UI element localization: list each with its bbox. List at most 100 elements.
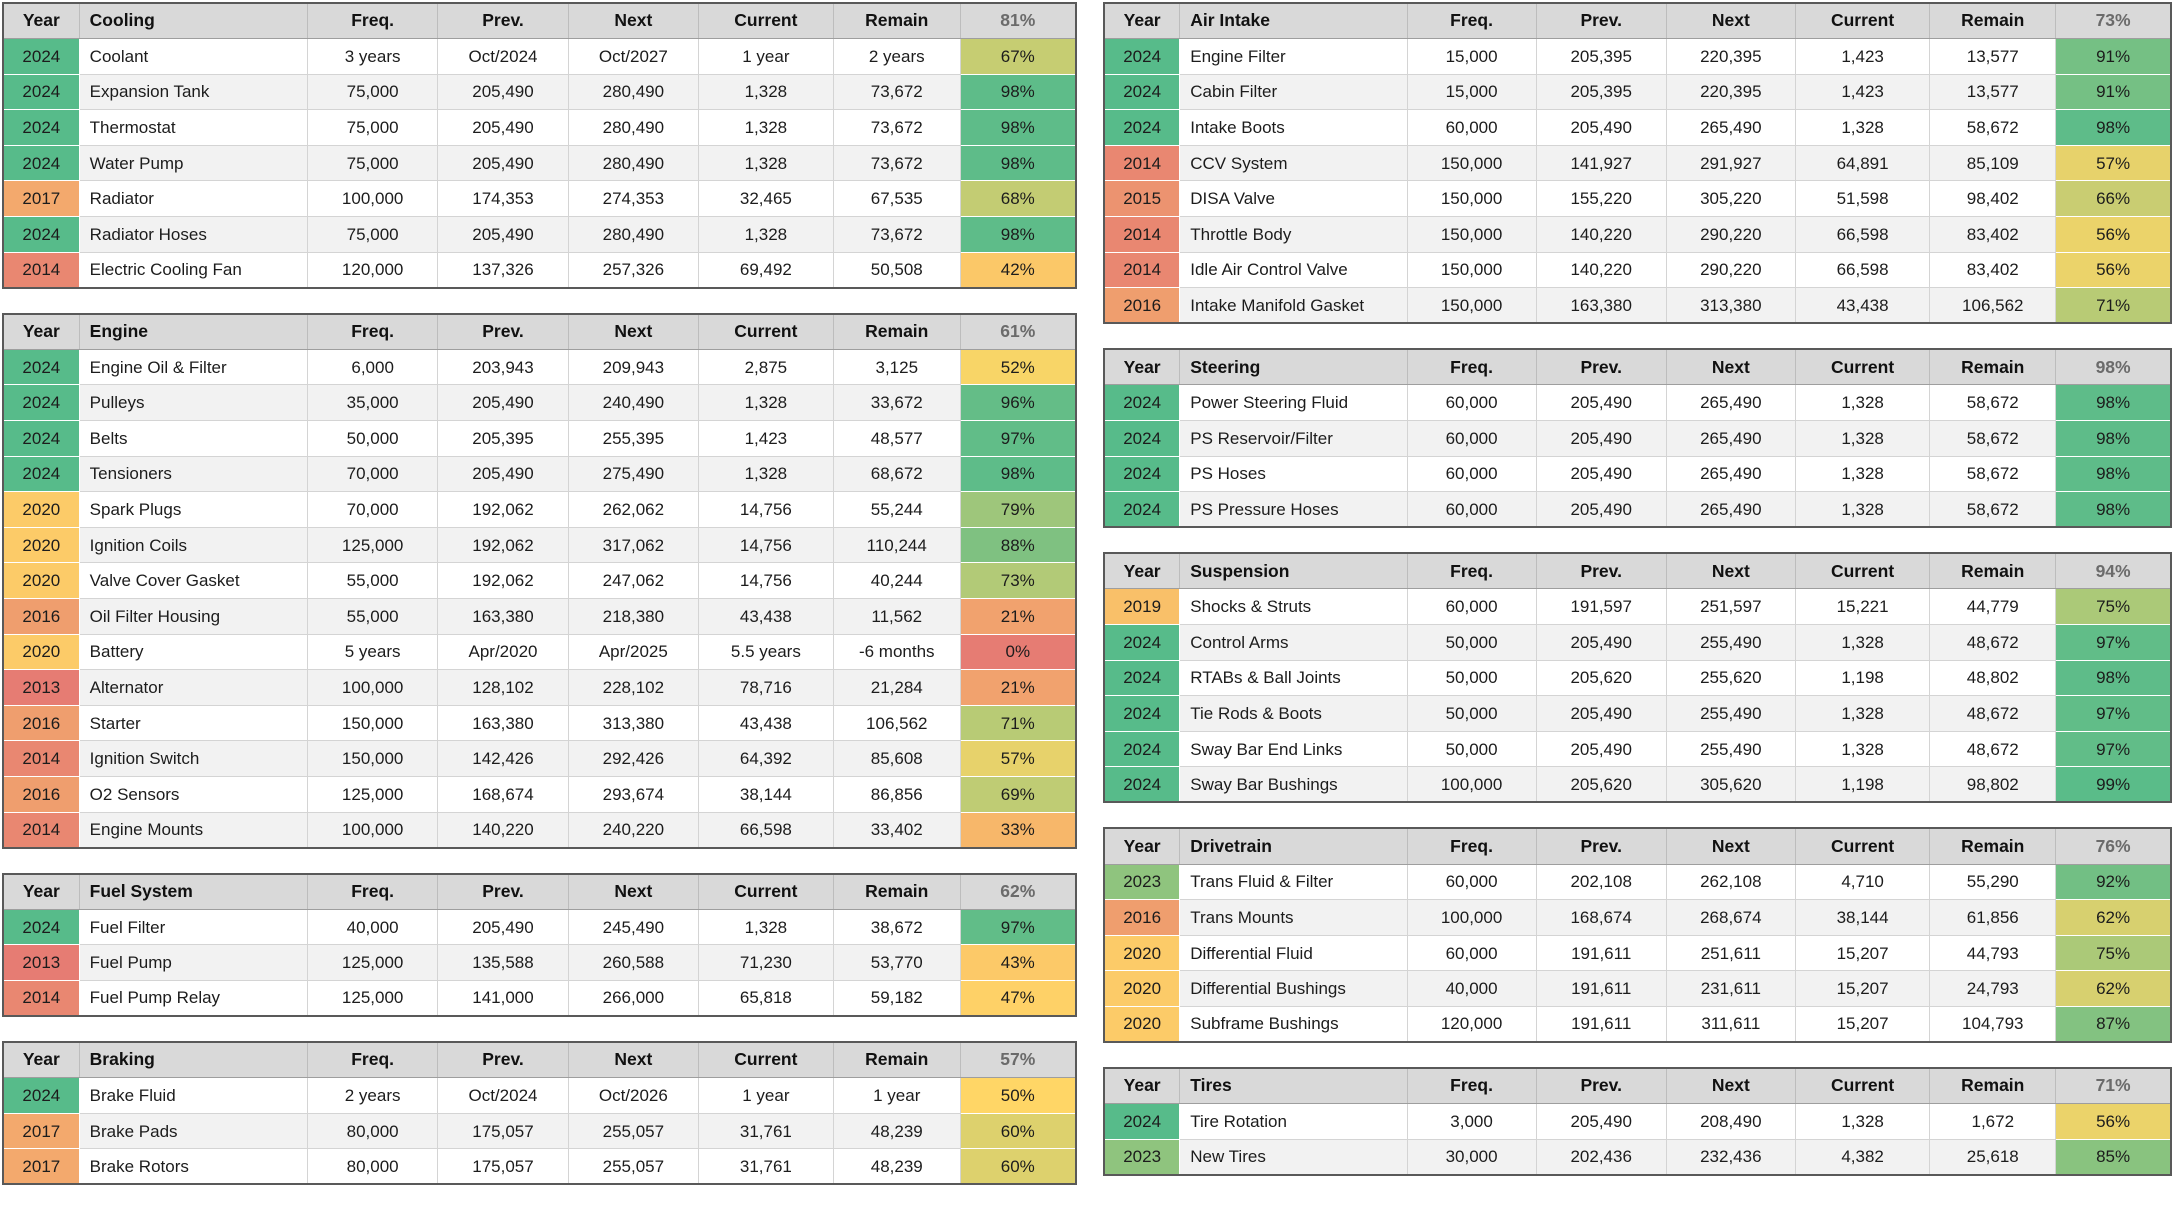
cell-current[interactable]: 1,198 xyxy=(1794,766,1931,803)
cell-item[interactable]: Sway Bar End Links xyxy=(1179,730,1408,768)
cell-freq[interactable]: 6,000 xyxy=(307,348,439,386)
header-section-percent[interactable]: 76% xyxy=(2055,827,2172,865)
cell-remain[interactable]: 2 years xyxy=(832,38,961,75)
cell-next[interactable]: 317,062 xyxy=(567,526,699,564)
cell-next[interactable]: 265,490 xyxy=(1665,420,1796,457)
cell-next[interactable]: 220,395 xyxy=(1665,38,1796,75)
cell-current[interactable]: 38,144 xyxy=(1794,899,1931,936)
cell-current[interactable]: 64,891 xyxy=(1794,144,1931,182)
cell-freq[interactable]: 60,000 xyxy=(1406,384,1537,422)
cell-prev[interactable]: 168,674 xyxy=(1535,899,1667,936)
cell-percent[interactable]: 98% xyxy=(2055,384,2172,422)
cell-percent[interactable]: 60% xyxy=(959,1148,1077,1185)
cell-year[interactable]: 2024 xyxy=(2,348,80,386)
cell-prev[interactable]: 205,395 xyxy=(1535,38,1667,75)
cell-year[interactable]: 2014 xyxy=(1103,144,1181,182)
cell-remain[interactable]: -6 months xyxy=(832,633,961,671)
cell-next[interactable]: 262,062 xyxy=(567,491,699,528)
cell-percent[interactable]: 57% xyxy=(2055,144,2172,182)
cell-current[interactable]: 14,756 xyxy=(697,491,834,528)
cell-current[interactable]: 14,756 xyxy=(697,562,834,599)
header-freq[interactable]: Freq. xyxy=(1406,348,1537,386)
header-prev[interactable]: Prev. xyxy=(437,2,569,40)
cell-remain[interactable]: 48,239 xyxy=(832,1148,961,1185)
cell-prev[interactable]: 142,426 xyxy=(437,740,569,777)
cell-item[interactable]: Fuel Pump xyxy=(78,944,309,981)
cell-freq[interactable]: 3 years xyxy=(307,38,439,75)
cell-prev[interactable]: 191,597 xyxy=(1535,588,1667,625)
cell-current[interactable]: 2,875 xyxy=(697,348,834,386)
cell-next[interactable]: 291,927 xyxy=(1665,144,1796,182)
cell-freq[interactable]: 75,000 xyxy=(307,109,439,146)
cell-next[interactable]: 245,490 xyxy=(567,908,699,946)
cell-year[interactable]: 2024 xyxy=(1103,1103,1181,1140)
cell-year[interactable]: 2017 xyxy=(2,1148,80,1185)
cell-current[interactable]: 1,328 xyxy=(1794,420,1931,457)
cell-item[interactable]: PS Hoses xyxy=(1179,455,1408,493)
cell-percent[interactable]: 69% xyxy=(959,775,1077,813)
cell-year[interactable]: 2023 xyxy=(1103,863,1181,901)
cell-percent[interactable]: 68% xyxy=(959,180,1077,218)
cell-next[interactable]: 257,326 xyxy=(567,251,699,289)
cell-next[interactable]: 220,395 xyxy=(1665,73,1796,111)
header-section-name[interactable]: Engine xyxy=(78,313,309,350)
cell-year[interactable]: 2014 xyxy=(2,811,80,849)
cell-item[interactable]: Fuel Filter xyxy=(78,908,309,946)
cell-remain[interactable]: 53,770 xyxy=(832,944,961,981)
header-prev[interactable]: Prev. xyxy=(437,873,569,910)
cell-freq[interactable]: 2 years xyxy=(307,1077,439,1114)
cell-freq[interactable]: 60,000 xyxy=(1406,109,1537,146)
cell-freq[interactable]: 60,000 xyxy=(1406,455,1537,493)
cell-next[interactable]: 290,220 xyxy=(1665,251,1796,289)
cell-prev[interactable]: 192,062 xyxy=(437,526,569,564)
cell-freq[interactable]: 55,000 xyxy=(307,562,439,599)
cell-year[interactable]: 2024 xyxy=(1103,109,1181,146)
cell-prev[interactable]: 205,490 xyxy=(1535,420,1667,457)
header-section-name[interactable]: Fuel System xyxy=(78,873,309,910)
cell-current[interactable]: 14,756 xyxy=(697,526,834,564)
cell-current[interactable]: 1,328 xyxy=(697,455,834,493)
cell-item[interactable]: Intake Boots xyxy=(1179,109,1408,146)
header-prev[interactable]: Prev. xyxy=(1535,348,1667,386)
cell-percent[interactable]: 85% xyxy=(2055,1138,2172,1176)
cell-next[interactable]: 266,000 xyxy=(567,979,699,1017)
cell-current[interactable]: 43,438 xyxy=(1794,287,1931,324)
cell-prev[interactable]: 205,490 xyxy=(1535,1103,1667,1140)
cell-freq[interactable]: 50,000 xyxy=(1406,659,1537,697)
cell-remain[interactable]: 25,618 xyxy=(1929,1138,2057,1176)
cell-year[interactable]: 2024 xyxy=(1103,38,1181,75)
header-remain[interactable]: Remain xyxy=(1929,552,2057,590)
cell-prev[interactable]: 205,620 xyxy=(1535,766,1667,803)
cell-prev[interactable]: 163,380 xyxy=(437,598,569,635)
cell-next[interactable]: 290,220 xyxy=(1665,216,1796,253)
header-freq[interactable]: Freq. xyxy=(307,2,439,40)
cell-next[interactable]: 208,490 xyxy=(1665,1103,1796,1140)
cell-year[interactable]: 2024 xyxy=(2,144,80,182)
cell-next[interactable]: 209,943 xyxy=(567,348,699,386)
cell-prev[interactable]: 191,611 xyxy=(1535,1005,1667,1043)
cell-item[interactable]: Starter xyxy=(78,704,309,742)
cell-remain[interactable]: 55,244 xyxy=(832,491,961,528)
cell-current[interactable]: 66,598 xyxy=(1794,216,1931,253)
cell-prev[interactable]: 205,490 xyxy=(1535,455,1667,493)
cell-percent[interactable]: 62% xyxy=(2055,899,2172,936)
cell-percent[interactable]: 21% xyxy=(959,669,1077,706)
cell-year[interactable]: 2016 xyxy=(1103,899,1181,936)
cell-year[interactable]: 2024 xyxy=(2,908,80,946)
cell-percent[interactable]: 71% xyxy=(959,704,1077,742)
cell-remain[interactable]: 40,244 xyxy=(832,562,961,599)
cell-item[interactable]: Spark Plugs xyxy=(78,491,309,528)
cell-prev[interactable]: Oct/2024 xyxy=(437,38,569,75)
cell-item[interactable]: DISA Valve xyxy=(1179,180,1408,218)
cell-next[interactable]: 247,062 xyxy=(567,562,699,599)
cell-freq[interactable]: 125,000 xyxy=(307,775,439,813)
cell-next[interactable]: 265,490 xyxy=(1665,384,1796,422)
cell-prev[interactable]: 205,490 xyxy=(1535,695,1667,732)
cell-item[interactable]: O2 Sensors xyxy=(78,775,309,813)
cell-next[interactable]: 240,490 xyxy=(567,384,699,422)
cell-current[interactable]: 1,328 xyxy=(1794,455,1931,493)
cell-freq[interactable]: 75,000 xyxy=(307,73,439,111)
header-year[interactable]: Year xyxy=(1103,348,1181,386)
cell-item[interactable]: Belts xyxy=(78,420,309,457)
cell-year[interactable]: 2024 xyxy=(2,384,80,422)
